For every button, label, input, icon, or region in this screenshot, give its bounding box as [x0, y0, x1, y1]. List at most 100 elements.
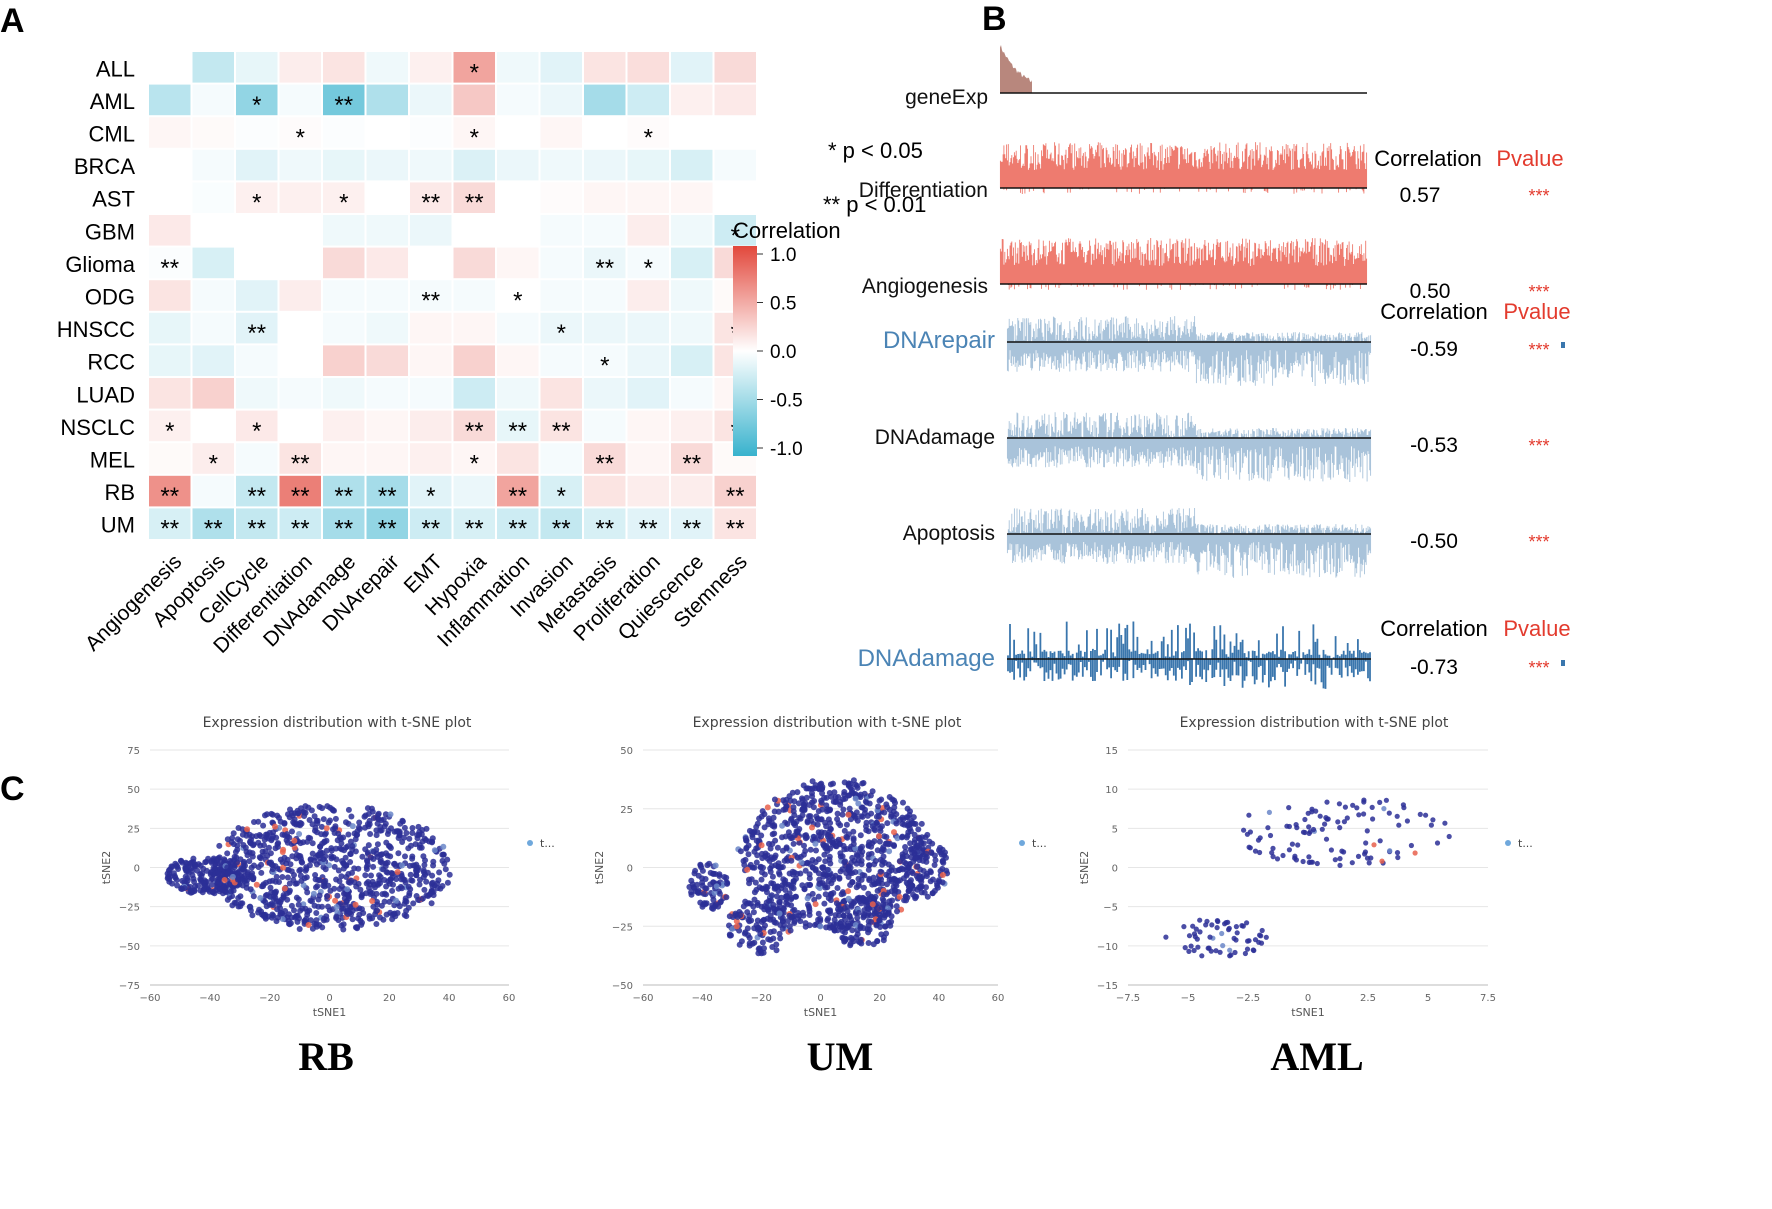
x-tick-label: 7.5 — [1480, 993, 1496, 1004]
scatter-point — [758, 842, 765, 849]
panel-c-label: C — [0, 770, 25, 808]
scatter-point — [841, 789, 848, 795]
heatmap-cell — [540, 475, 582, 507]
scatter-point — [262, 848, 269, 855]
scatter-point — [784, 893, 790, 900]
scatter-point — [378, 817, 385, 824]
scatter-point — [1186, 933, 1193, 939]
scatter-point — [859, 804, 866, 811]
heatmap-cell — [366, 52, 408, 83]
scatter-points — [686, 777, 951, 957]
scatter-point — [749, 834, 756, 841]
scatter-point — [857, 832, 864, 839]
legend-tick-label: 1.0 — [770, 245, 796, 266]
x-tick-label: 20 — [383, 993, 396, 1004]
heatmap-cell — [671, 508, 713, 539]
scatter-point — [399, 862, 405, 869]
scatter-point — [331, 885, 338, 892]
scatter-point — [805, 901, 811, 908]
x-tick-label: −20 — [259, 993, 280, 1004]
scatter-point — [764, 889, 770, 896]
scatter-point — [1188, 943, 1194, 949]
heatmap-cell — [453, 508, 495, 539]
scatter-point — [309, 925, 316, 932]
scatter-point — [782, 887, 789, 893]
scatter-point — [724, 880, 731, 887]
scatter-point — [190, 855, 197, 862]
heatmap-cell — [671, 475, 713, 507]
heatmap-cell — [149, 508, 191, 539]
scatter-point — [391, 910, 398, 917]
scatter-point — [713, 883, 720, 890]
scatter-point — [1337, 862, 1343, 869]
scatter-point — [409, 830, 416, 836]
scatter-point — [878, 931, 885, 938]
scatter-point — [383, 883, 390, 890]
scatter-point — [785, 829, 792, 836]
scatter-point — [429, 872, 436, 879]
scatter-point — [915, 835, 922, 842]
scatter-point — [298, 877, 305, 884]
heatmap-cell — [410, 149, 452, 181]
scatter-point — [401, 912, 408, 918]
scatter-point — [214, 856, 221, 863]
scatter-point — [1244, 946, 1251, 952]
scatter-point — [341, 860, 347, 867]
scatter-point — [831, 927, 838, 934]
scatter-point — [855, 882, 862, 889]
scatter-point — [444, 856, 451, 863]
scatter-point — [182, 866, 189, 873]
scatter-point — [939, 879, 946, 886]
scatter-point — [413, 872, 420, 879]
scatter-point — [1280, 852, 1286, 859]
scatter-point — [325, 819, 332, 826]
scatter-point — [885, 841, 892, 848]
significance-mark: ** — [291, 483, 310, 510]
heatmap-cell — [366, 149, 408, 181]
scatter-point — [363, 863, 370, 870]
heatmap-cell — [149, 117, 191, 148]
scatter-point — [875, 803, 882, 810]
scatter-point — [257, 855, 264, 862]
scatter-point — [776, 869, 782, 876]
scatter-point — [1325, 816, 1331, 822]
scatter-point — [887, 922, 894, 929]
x-tick-label: −7.5 — [1116, 993, 1140, 1004]
scatter-point — [174, 882, 181, 889]
scatter-point — [264, 852, 271, 859]
scatter-point — [366, 817, 373, 824]
heatmap-cell — [627, 475, 669, 507]
scatter-point — [913, 842, 920, 849]
track-correlation: -0.59 — [1410, 338, 1458, 361]
scatter-point — [848, 934, 854, 941]
heatmap-cell — [192, 345, 234, 376]
scatter-point — [861, 790, 868, 797]
scatter-point — [784, 821, 791, 827]
scatter-point — [347, 879, 353, 886]
scatter-point — [891, 829, 897, 836]
scatter-point — [874, 906, 881, 912]
scatter-point — [1265, 825, 1271, 831]
heatmap-cell — [236, 84, 278, 116]
heatmap-cell — [540, 84, 582, 116]
scatter-points — [164, 803, 453, 933]
heatmap-cell — [410, 378, 452, 409]
track-5: Apoptosis -0.50 *** — [903, 508, 1550, 578]
legend-marker — [527, 840, 533, 846]
heatmap-cell — [192, 443, 234, 474]
scatter-point — [1337, 825, 1343, 831]
scatter-point — [444, 879, 451, 886]
scatter-point — [852, 922, 859, 928]
heatmap-cell — [540, 378, 582, 409]
scatter-point — [1226, 925, 1232, 931]
scatter-point — [790, 840, 797, 847]
heatmap-cell — [540, 312, 582, 344]
scatter-point — [1242, 950, 1248, 957]
scatter-point — [244, 826, 251, 833]
tsne-title: Expression distribution with t-SNE plot — [693, 715, 962, 731]
scatter-point — [813, 847, 819, 854]
y-tick-label: 0 — [1112, 864, 1118, 875]
scatter-point — [422, 857, 428, 864]
scatter-point — [1300, 858, 1306, 865]
scatter-point — [340, 865, 347, 872]
